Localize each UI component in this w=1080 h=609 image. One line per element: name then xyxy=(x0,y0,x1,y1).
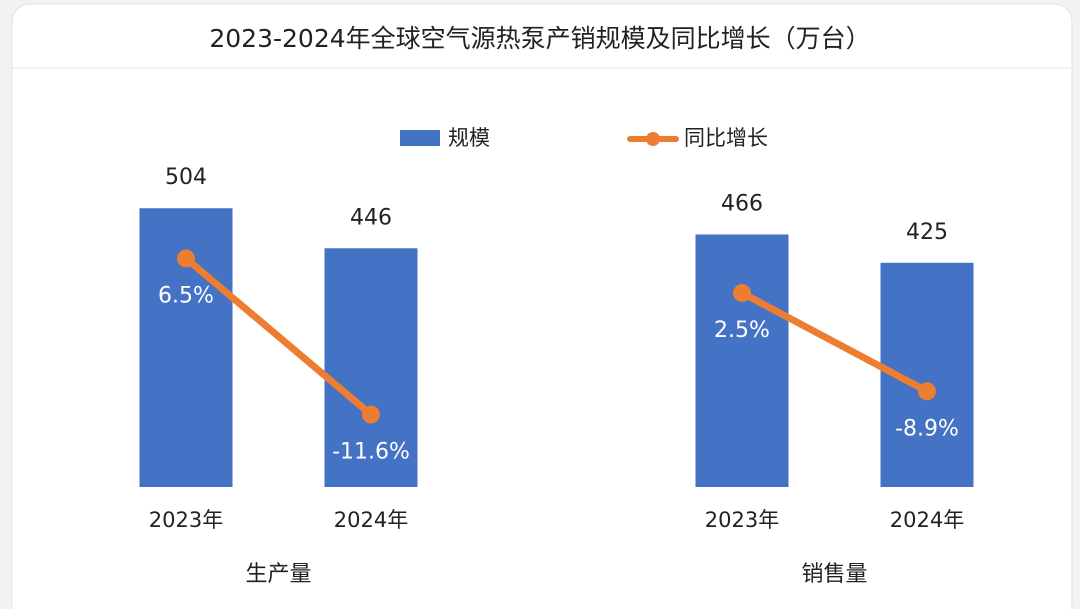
legend-label: 规模 xyxy=(448,126,490,150)
growth-point xyxy=(362,405,380,424)
group-label: 生产量 xyxy=(245,562,311,587)
growth-line xyxy=(738,289,931,395)
bar-value-label: 504 xyxy=(165,165,207,190)
legend-swatch xyxy=(646,132,660,146)
chart-title: 2023-2024年全球空气源热泵产销规模及同比增长（万台） xyxy=(209,24,870,53)
bar-value-label: 466 xyxy=(721,191,763,216)
legend-swatch xyxy=(400,130,440,146)
x-tick-label: 2024年 xyxy=(890,508,964,532)
x-tick-label: 2023年 xyxy=(149,508,223,532)
group-label: 销售量 xyxy=(801,562,867,587)
bar xyxy=(695,234,789,487)
legend-label: 同比增长 xyxy=(684,126,768,150)
growth-point xyxy=(177,249,195,268)
growth-point xyxy=(733,283,751,302)
bar xyxy=(324,248,418,487)
growth-point xyxy=(918,382,936,401)
growth-line xyxy=(182,254,375,419)
card xyxy=(11,3,1073,609)
bar-value-label: 446 xyxy=(350,205,392,230)
growth-label: 6.5% xyxy=(158,283,214,308)
bar-value-label: 425 xyxy=(906,220,948,245)
x-tick-label: 2023年 xyxy=(705,508,779,532)
growth-label: -8.9% xyxy=(895,416,959,441)
x-tick-label: 2024年 xyxy=(334,508,408,532)
growth-label: -11.6% xyxy=(332,440,410,465)
growth-label: 2.5% xyxy=(714,318,770,343)
